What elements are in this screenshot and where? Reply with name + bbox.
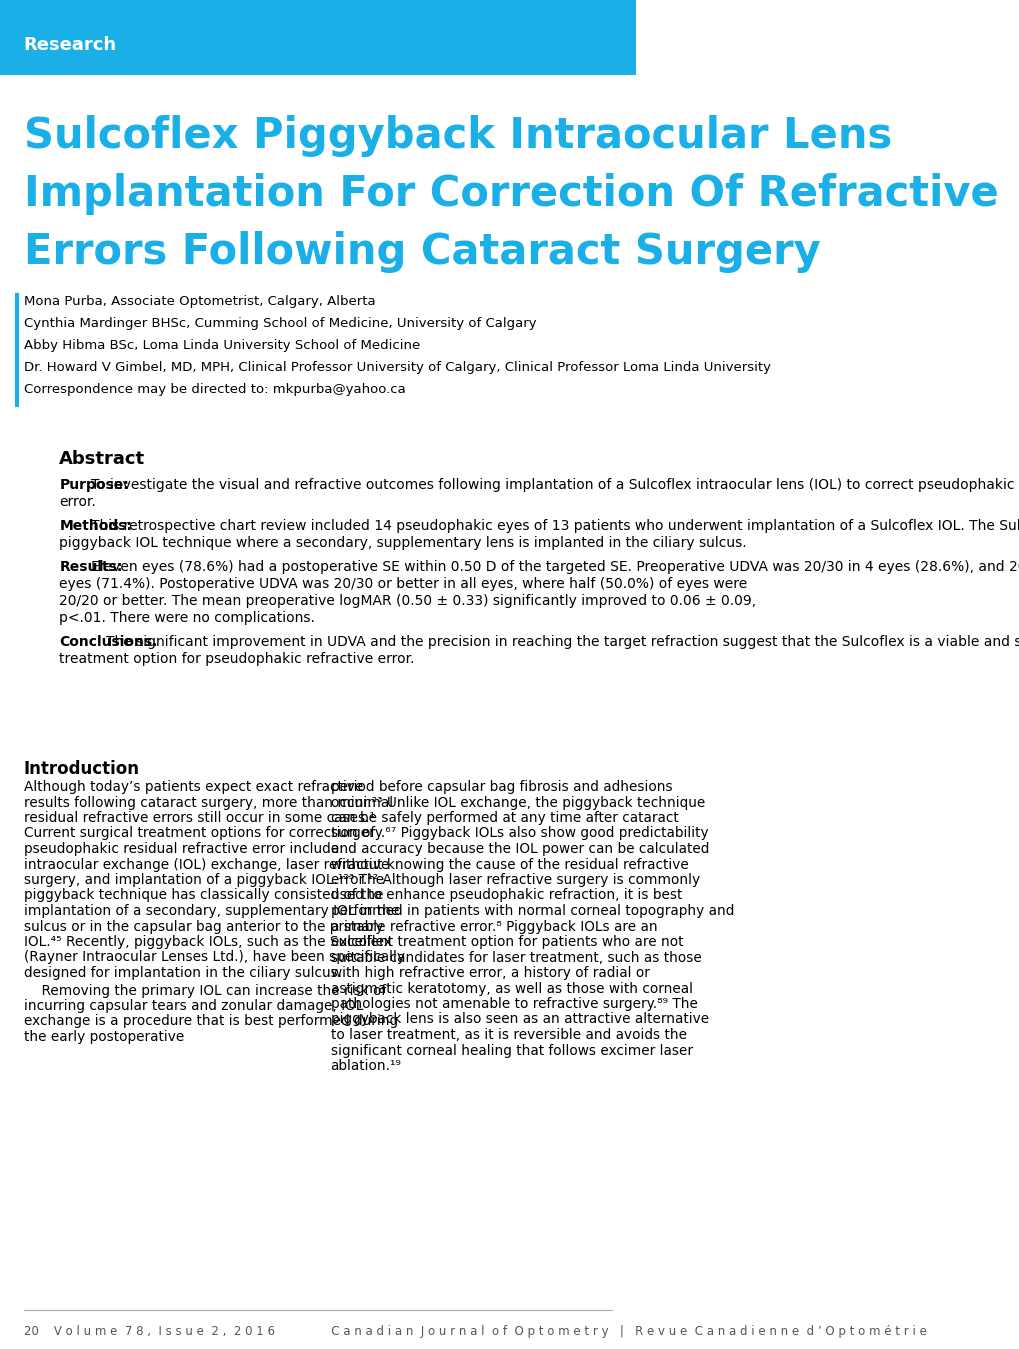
Text: intraocular exchange (IOL) exchange, laser refractive: intraocular exchange (IOL) exchange, las… [23, 858, 388, 871]
Text: a stable refractive error.⁸ Piggyback IOLs are an: a stable refractive error.⁸ Piggyback IO… [330, 920, 656, 934]
Text: Eleven eyes (78.6%) had a postoperative SE within 0.50 D of the targeted SE. Pre: Eleven eyes (78.6%) had a postoperative … [92, 560, 1019, 575]
Text: designed for implantation in the ciliary sulcus.: designed for implantation in the ciliary… [23, 966, 341, 979]
Text: This retrospective chart review included 14 pseudophakic eyes of 13 patients who: This retrospective chart review included… [92, 519, 1019, 533]
Text: with high refractive error, a history of radial or: with high refractive error, a history of… [330, 966, 649, 979]
Text: Results:: Results: [59, 560, 122, 575]
Text: and accuracy because the IOL power can be calculated: and accuracy because the IOL power can b… [330, 842, 708, 857]
Text: the early postoperative: the early postoperative [23, 1031, 183, 1044]
Text: Sulcoflex Piggyback Intraocular Lens: Sulcoflex Piggyback Intraocular Lens [23, 115, 891, 156]
Text: Purpose:: Purpose: [59, 478, 128, 492]
Text: significant corneal healing that follows excimer laser: significant corneal healing that follows… [330, 1044, 692, 1058]
Text: p<.01. There were no complications.: p<.01. There were no complications. [59, 611, 315, 625]
Text: to laser treatment, as it is reversible and avoids the: to laser treatment, as it is reversible … [330, 1028, 686, 1041]
Text: Removing the primary IOL can increase the risk of: Removing the primary IOL can increase th… [23, 983, 385, 997]
Text: 20/20 or better. The mean preoperative logMAR (0.50 ± 0.33) significantly improv: 20/20 or better. The mean preoperative l… [59, 594, 756, 608]
Text: pseudophakic residual refractive error include:: pseudophakic residual refractive error i… [23, 842, 343, 857]
Text: Correspondence may be directed to: mkpurba@yahoo.ca: Correspondence may be directed to: mkpur… [23, 383, 406, 397]
Text: ablation.¹⁹: ablation.¹⁹ [330, 1059, 401, 1072]
FancyBboxPatch shape [0, 0, 636, 76]
Text: residual refractive errors still occur in some cases.¹: residual refractive errors still occur i… [23, 811, 374, 826]
Text: implantation of a secondary, supplementary IOL in the: implantation of a secondary, supplementa… [23, 904, 398, 919]
Text: Conclusions.: Conclusions. [59, 635, 158, 649]
Text: Abby Hibma BSc, Loma Linda University School of Medicine: Abby Hibma BSc, Loma Linda University Sc… [23, 339, 420, 352]
Text: eyes (71.4%). Postoperative UDVA was 20/30 or better in all eyes, where half (50: eyes (71.4%). Postoperative UDVA was 20/… [59, 577, 747, 591]
Text: 20    V o l u m e  7 8 ,  I s s u e  2 ,  2 0 1 6               C a n a d i a n : 20 V o l u m e 7 8 , I s s u e 2 , 2 0 1… [23, 1325, 925, 1338]
Text: results following cataract surgery, more than minimal: results following cataract surgery, more… [23, 796, 392, 809]
Text: occur.²³ Unlike IOL exchange, the piggyback technique: occur.²³ Unlike IOL exchange, the piggyb… [330, 796, 704, 809]
Text: Research: Research [23, 36, 117, 54]
Text: Current surgical treatment options for correction of: Current surgical treatment options for c… [23, 827, 374, 840]
Text: can be safely performed at any time after cataract: can be safely performed at any time afte… [330, 811, 678, 826]
Text: error.: error. [59, 495, 96, 509]
Text: Introduction: Introduction [23, 759, 140, 778]
Text: sulcus or in the capsular bag anterior to the primary: sulcus or in the capsular bag anterior t… [23, 920, 383, 934]
Text: Cynthia Mardinger BHSc, Cumming School of Medicine, University of Calgary: Cynthia Mardinger BHSc, Cumming School o… [23, 317, 536, 331]
Text: Errors Following Cataract Surgery: Errors Following Cataract Surgery [23, 231, 819, 272]
Text: pathologies not amenable to refractive surgery.⁸⁹ The: pathologies not amenable to refractive s… [330, 997, 697, 1010]
Text: surgery.⁶⁷ Piggyback IOLs also show good predictability: surgery.⁶⁷ Piggyback IOLs also show good… [330, 827, 707, 840]
Text: piggyback IOL technique where a secondary, supplementary lens is implanted in th: piggyback IOL technique where a secondar… [59, 536, 746, 550]
Text: Dr. Howard V Gimbel, MD, MPH, Clinical Professor University of Calgary, Clinical: Dr. Howard V Gimbel, MD, MPH, Clinical P… [23, 362, 770, 374]
Text: error.¹² Although laser refractive surgery is commonly: error.¹² Although laser refractive surge… [330, 873, 699, 888]
Text: surgery, and implantation of a piggyback IOL.¹²³ The: surgery, and implantation of a piggyback… [23, 873, 383, 888]
Text: performed in patients with normal corneal topography and: performed in patients with normal cornea… [330, 904, 734, 919]
Text: Abstract: Abstract [59, 451, 146, 468]
Text: The significant improvement in UDVA and the precision in reaching the target ref: The significant improvement in UDVA and … [106, 635, 1019, 649]
Text: Methods:: Methods: [59, 519, 132, 533]
Text: To investigate the visual and refractive outcomes following implantation of a Su: To investigate the visual and refractive… [92, 478, 1019, 492]
Text: without knowing the cause of the residual refractive: without knowing the cause of the residua… [330, 858, 688, 871]
Text: excellent treatment option for patients who are not: excellent treatment option for patients … [330, 935, 683, 948]
Text: piggyback lens is also seen as an attractive alternative: piggyback lens is also seen as an attrac… [330, 1013, 708, 1027]
Text: astigmatic keratotomy, as well as those with corneal: astigmatic keratotomy, as well as those … [330, 982, 692, 996]
Text: incurring capsular tears and zonular damage, IOL: incurring capsular tears and zonular dam… [23, 1000, 363, 1013]
Text: period before capsular bag fibrosis and adhesions: period before capsular bag fibrosis and … [330, 780, 672, 795]
Text: Although today’s patients expect exact refractive: Although today’s patients expect exact r… [23, 780, 363, 795]
Text: piggyback technique has classically consisted of the: piggyback technique has classically cons… [23, 889, 383, 902]
Text: Implantation For Correction Of Refractive: Implantation For Correction Of Refractiv… [23, 173, 998, 214]
Text: Mona Purba, Associate Optometrist, Calgary, Alberta: Mona Purba, Associate Optometrist, Calga… [23, 295, 375, 308]
Text: used to enhance pseudophakic refraction, it is best: used to enhance pseudophakic refraction,… [330, 889, 682, 902]
Text: treatment option for pseudophakic refractive error.: treatment option for pseudophakic refrac… [59, 652, 415, 666]
Text: exchange is a procedure that is best performed during: exchange is a procedure that is best per… [23, 1014, 397, 1028]
Text: suitable candidates for laser treatment, such as those: suitable candidates for laser treatment,… [330, 951, 701, 965]
Text: (Rayner Intraocular Lenses Ltd.), have been specifically: (Rayner Intraocular Lenses Ltd.), have b… [23, 951, 405, 965]
Text: IOL.⁴⁵ Recently, piggyback IOLs, such as the Sulcoflex: IOL.⁴⁵ Recently, piggyback IOLs, such as… [23, 935, 391, 948]
